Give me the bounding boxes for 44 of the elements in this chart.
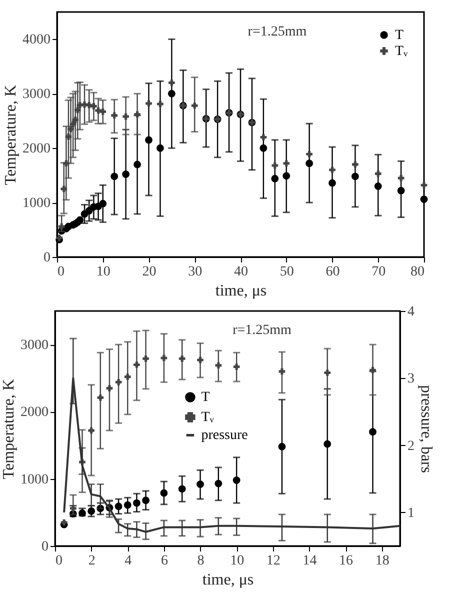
y-tick-label: 3000 (22, 87, 50, 102)
y-tick-label: 4000 (22, 32, 50, 48)
x-tick-label: 18 (375, 554, 390, 568)
x-tick-label: 8 (197, 554, 204, 568)
legend-label: T (201, 390, 210, 406)
x-tick-label: 6 (160, 554, 168, 568)
x-tick-label: 70 (372, 264, 386, 280)
annotation: r=1.25mm (232, 322, 292, 338)
y-tick-label: 0 (42, 540, 48, 554)
x-axis-title: time, μs (215, 282, 267, 300)
y-tick-label: 3000 (20, 338, 48, 354)
x-axis-title: time, μs (202, 572, 254, 588)
x-tick-label: 0 (58, 264, 64, 280)
x-tick-label: 10 (230, 554, 244, 568)
x-tick-label: 50 (280, 264, 294, 280)
x-tick-label: 0 (56, 554, 62, 568)
x-tick-label: 4 (124, 554, 132, 568)
y2-tick-label: 4 (408, 304, 414, 320)
x-tick-label: 80 (410, 264, 424, 280)
y2-tick-label: 2 (408, 438, 414, 454)
y-tick-label: 0 (44, 250, 50, 266)
legend-label: Tᵥ (395, 44, 409, 59)
y-tick-label: 1000 (22, 196, 50, 212)
x-tick-label: 40 (234, 264, 248, 280)
x-tick-label: 2 (88, 554, 96, 568)
x-tick-label: 60 (326, 264, 340, 280)
legend-label: T (395, 28, 404, 43)
y-axis-title: Temperature, K (0, 378, 18, 480)
x-tick-label: 12 (266, 554, 280, 568)
y2-tick-label: 3 (408, 372, 414, 387)
y2-axis-title: pressure, bars (418, 385, 434, 473)
y-tick-label: 2000 (22, 142, 50, 157)
legend-label: Tᵥ (201, 410, 215, 426)
x-tick-label: 14 (302, 554, 317, 568)
y-tick-label: 2000 (20, 405, 48, 420)
x-tick-label: 10 (96, 264, 110, 280)
annotation: r=1.25mm (248, 24, 307, 40)
x-tick-label: 16 (339, 554, 354, 568)
y2-tick-label: 1 (408, 506, 414, 521)
legend-label: pressure (201, 428, 248, 444)
x-tick-label: 30 (188, 264, 202, 280)
y-tick-label: 1000 (20, 472, 48, 488)
x-tick-label: 20 (142, 264, 156, 280)
y-axis-title: Temperature, K (2, 84, 20, 186)
